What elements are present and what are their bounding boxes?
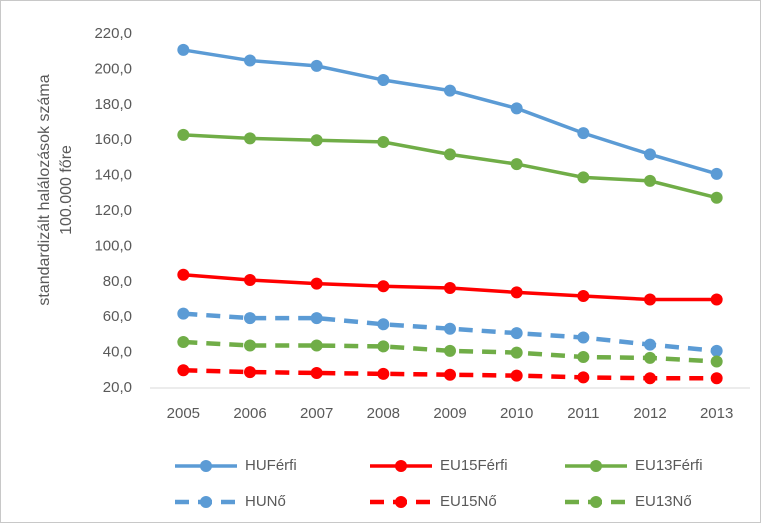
x-tick-label: 2008	[367, 405, 400, 422]
data-point	[577, 371, 590, 384]
y-tick-label: 160,0	[94, 131, 132, 148]
data-point	[710, 167, 723, 180]
legend-label: HUFérfi	[245, 457, 297, 474]
data-point	[710, 355, 723, 368]
data-point	[244, 366, 256, 379]
data-point	[510, 327, 523, 340]
legend-marker	[395, 496, 407, 508]
data-point	[177, 364, 190, 377]
x-tick-label: 2006	[233, 405, 266, 422]
x-tick-label: 2007	[300, 405, 333, 422]
data-point	[644, 372, 656, 385]
data-point	[244, 54, 256, 67]
data-point	[510, 346, 523, 359]
data-point	[377, 74, 390, 87]
data-point	[310, 134, 323, 147]
data-point	[377, 280, 390, 293]
y-tick-label: 60,0	[103, 308, 132, 325]
x-tick-label: 2005	[167, 405, 200, 422]
y-tick-label: 80,0	[103, 273, 132, 290]
x-tick-label: 2010	[500, 405, 533, 422]
data-point	[244, 132, 256, 145]
x-tick-label: 2012	[633, 405, 666, 422]
data-point	[244, 339, 256, 352]
x-tick-label: 2011	[567, 405, 599, 422]
x-tick-label: 2013	[700, 405, 733, 422]
data-point	[444, 84, 456, 97]
series-line	[183, 311, 717, 354]
legend-marker	[590, 496, 602, 508]
data-point	[310, 339, 323, 352]
data-point	[177, 43, 190, 56]
data-point	[177, 335, 190, 348]
data-point	[710, 191, 723, 204]
data-point	[310, 312, 323, 325]
data-point	[644, 338, 656, 351]
data-point	[444, 344, 456, 357]
legend-marker	[395, 460, 407, 472]
y-tick-label: 100,0	[94, 237, 132, 254]
data-point	[310, 277, 323, 290]
data-point	[577, 331, 590, 344]
data-point	[377, 318, 390, 331]
y-axis-label: 100.000 főre	[58, 145, 75, 235]
y-tick-label: 120,0	[94, 202, 132, 219]
legend-label: EU13Nő	[635, 493, 692, 510]
data-point	[177, 307, 190, 320]
data-point	[577, 171, 590, 184]
data-point	[710, 372, 723, 385]
data-point	[377, 367, 390, 380]
y-axis-label: standardizált halálozások száma	[36, 74, 53, 305]
data-point	[510, 369, 523, 382]
data-point	[377, 135, 390, 148]
data-point	[510, 286, 523, 299]
y-tick-label: 200,0	[94, 60, 132, 77]
legend-label: EU15Férfi	[440, 457, 508, 474]
data-point	[577, 289, 590, 302]
legend-label: EU15Nő	[440, 493, 497, 510]
data-point	[644, 148, 656, 161]
y-tick-label: 40,0	[103, 344, 132, 361]
data-point	[577, 351, 590, 364]
data-point	[177, 128, 190, 141]
data-point	[444, 148, 456, 161]
data-point	[310, 366, 323, 379]
data-point	[377, 340, 390, 353]
y-tick-label: 220,0	[94, 25, 132, 42]
y-tick-label: 140,0	[94, 167, 132, 184]
y-tick-label: 20,0	[103, 379, 132, 396]
legend-marker	[200, 460, 212, 472]
legend-label: EU13Férfi	[635, 457, 703, 474]
data-point	[510, 158, 523, 171]
data-point	[644, 293, 656, 306]
legend-marker	[590, 460, 602, 472]
data-point	[444, 322, 456, 335]
data-point	[510, 102, 523, 115]
data-point	[444, 368, 456, 381]
x-tick-label: 2009	[433, 405, 466, 422]
data-point	[710, 293, 723, 306]
data-point	[310, 59, 323, 72]
data-point	[644, 351, 656, 364]
legend-marker	[200, 496, 212, 508]
legend-label: HUNő	[245, 493, 286, 510]
data-point	[577, 127, 590, 140]
data-point	[244, 274, 256, 287]
data-point	[444, 281, 456, 294]
data-point	[710, 344, 723, 357]
data-point	[644, 174, 656, 187]
y-tick-label: 180,0	[94, 96, 132, 113]
data-point	[244, 312, 256, 325]
data-point	[177, 268, 190, 281]
